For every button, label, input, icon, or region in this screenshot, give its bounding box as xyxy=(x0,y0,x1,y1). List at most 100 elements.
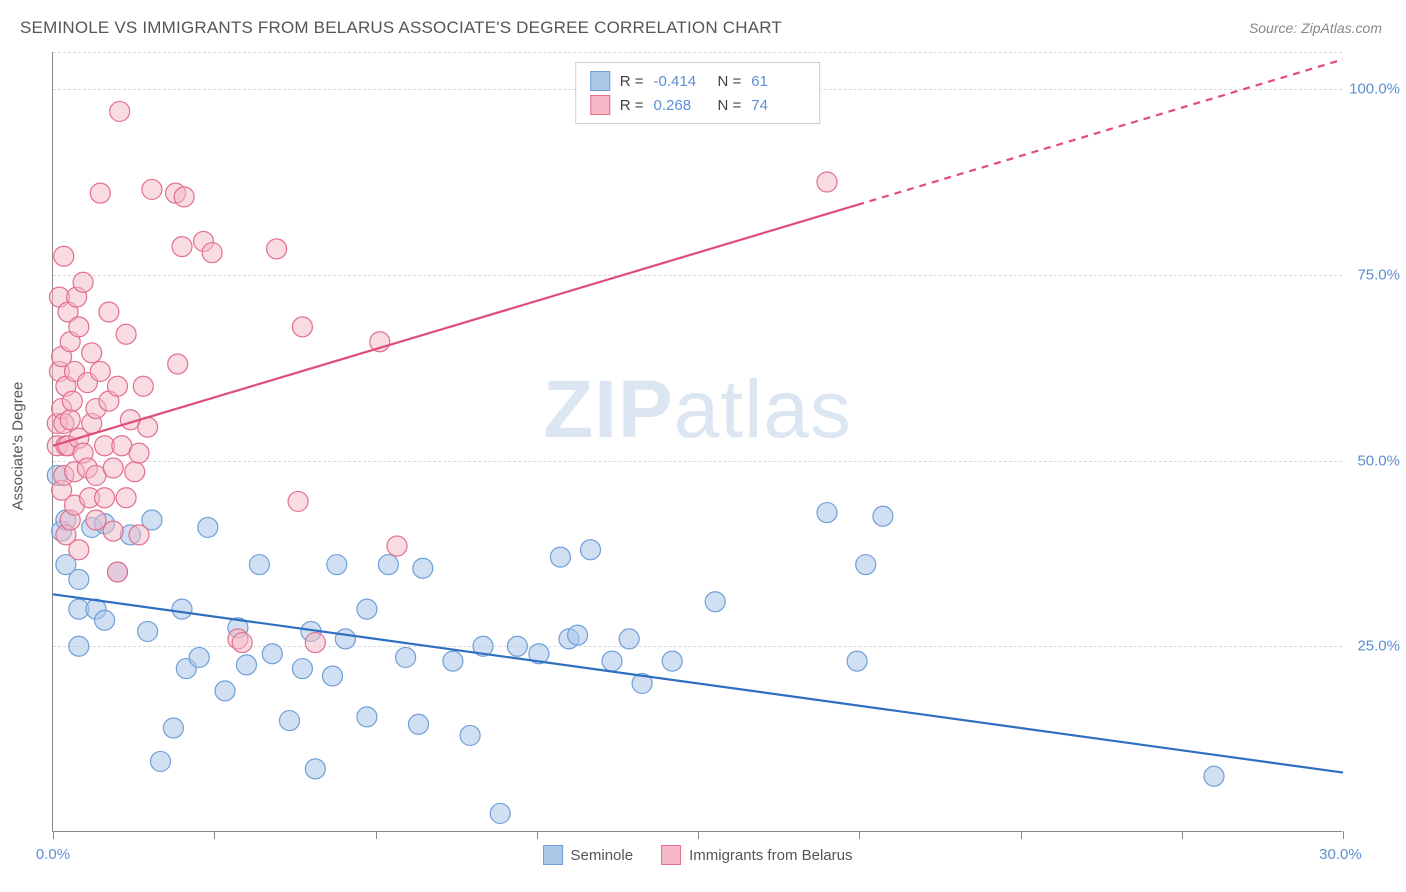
data-point xyxy=(90,183,110,203)
data-point xyxy=(125,462,145,482)
data-point xyxy=(357,599,377,619)
data-point xyxy=(189,647,209,667)
data-point xyxy=(292,317,312,337)
x-tick xyxy=(859,831,860,839)
y-tick-label: 100.0% xyxy=(1349,81,1400,98)
legend-item-belarus: Immigrants from Belarus xyxy=(661,845,852,865)
x-tick xyxy=(537,831,538,839)
data-point xyxy=(142,179,162,199)
x-tick xyxy=(1182,831,1183,839)
data-point xyxy=(168,354,188,374)
data-point xyxy=(378,555,398,575)
data-point xyxy=(69,317,89,337)
data-point xyxy=(335,629,355,649)
data-point xyxy=(54,246,74,266)
data-point xyxy=(705,592,725,612)
legend-swatch-pink xyxy=(590,95,610,115)
data-point xyxy=(327,555,347,575)
legend-swatch-pink xyxy=(661,845,681,865)
x-tick-label: 0.0% xyxy=(36,846,70,863)
r-value: 0.268 xyxy=(654,97,708,114)
data-point xyxy=(847,651,867,671)
data-point xyxy=(550,547,570,567)
data-point xyxy=(108,562,128,582)
legend-swatch-blue xyxy=(590,71,610,91)
data-point xyxy=(60,410,80,430)
data-point xyxy=(387,536,407,556)
legend-swatch-blue xyxy=(543,845,563,865)
data-point xyxy=(288,491,308,511)
y-axis-label: Associate's Degree xyxy=(10,382,27,511)
data-point xyxy=(198,517,218,537)
correlation-legend: R = -0.414 N = 61 R = 0.268 N = 74 xyxy=(575,62,821,124)
data-point xyxy=(110,101,130,121)
legend-label: Seminole xyxy=(571,847,634,864)
data-point xyxy=(249,555,269,575)
data-point xyxy=(1204,766,1224,786)
data-point xyxy=(602,651,622,671)
x-tick xyxy=(53,831,54,839)
n-label: N = xyxy=(718,97,742,114)
x-tick xyxy=(214,831,215,839)
data-point xyxy=(490,803,510,823)
data-point xyxy=(174,187,194,207)
legend-row-belarus: R = 0.268 N = 74 xyxy=(590,93,806,117)
data-point xyxy=(305,759,325,779)
n-value: 61 xyxy=(751,73,805,90)
r-label: R = xyxy=(620,97,644,114)
data-point xyxy=(86,510,106,530)
data-point xyxy=(62,391,82,411)
data-point xyxy=(443,651,463,671)
data-point xyxy=(568,625,588,645)
data-point xyxy=(108,376,128,396)
r-value: -0.414 xyxy=(654,73,708,90)
data-point xyxy=(151,751,171,771)
source-attribution: Source: ZipAtlas.com xyxy=(1249,20,1382,36)
data-point xyxy=(581,540,601,560)
r-label: R = xyxy=(620,73,644,90)
chart-title: SEMINOLE VS IMMIGRANTS FROM BELARUS ASSO… xyxy=(20,18,782,38)
data-point xyxy=(95,610,115,630)
data-point xyxy=(619,629,639,649)
data-point xyxy=(215,681,235,701)
y-tick-label: 75.0% xyxy=(1357,266,1400,283)
data-point xyxy=(267,239,287,259)
data-point xyxy=(460,725,480,745)
x-tick xyxy=(698,831,699,839)
data-point xyxy=(396,647,416,667)
data-point xyxy=(262,644,282,664)
chart-plot-area: ZIPatlas R = -0.414 N = 61 R = 0.268 N =… xyxy=(52,52,1342,832)
data-point xyxy=(133,376,153,396)
data-point xyxy=(163,718,183,738)
data-point xyxy=(507,636,527,656)
data-point xyxy=(99,302,119,322)
data-point xyxy=(873,506,893,526)
data-point xyxy=(856,555,876,575)
data-point xyxy=(129,525,149,545)
data-point xyxy=(116,324,136,344)
data-point xyxy=(237,655,257,675)
y-tick-label: 25.0% xyxy=(1357,638,1400,655)
data-point xyxy=(95,488,115,508)
legend-item-seminole: Seminole xyxy=(543,845,634,865)
header: SEMINOLE VS IMMIGRANTS FROM BELARUS ASSO… xyxy=(0,0,1406,50)
legend-row-seminole: R = -0.414 N = 61 xyxy=(590,69,806,93)
data-point xyxy=(323,666,343,686)
data-point xyxy=(357,707,377,727)
data-point xyxy=(129,443,149,463)
n-label: N = xyxy=(718,73,742,90)
data-point xyxy=(69,540,89,560)
data-point xyxy=(232,633,252,653)
data-point xyxy=(409,714,429,734)
data-point xyxy=(172,599,192,619)
data-point xyxy=(662,651,682,671)
data-point xyxy=(69,569,89,589)
series-legend: Seminole Immigrants from Belarus xyxy=(543,845,853,865)
data-point xyxy=(280,711,300,731)
data-point xyxy=(90,361,110,381)
data-point xyxy=(305,633,325,653)
data-point xyxy=(817,503,837,523)
x-tick xyxy=(376,831,377,839)
legend-label: Immigrants from Belarus xyxy=(689,847,852,864)
data-point xyxy=(138,621,158,641)
